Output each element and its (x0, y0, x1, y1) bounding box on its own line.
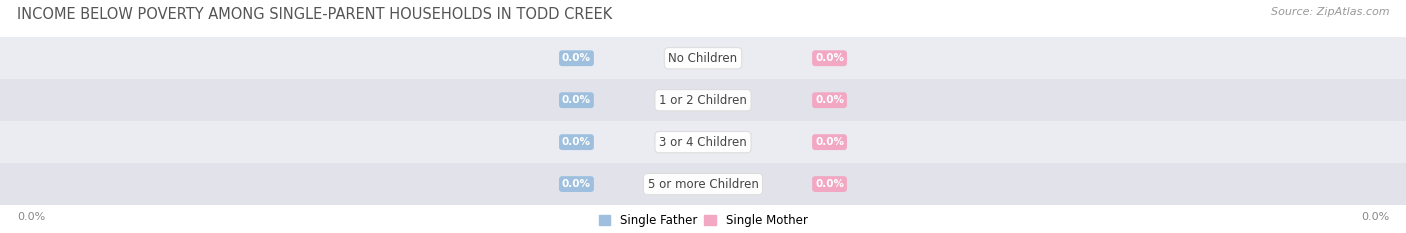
Bar (0, 37, 1406, 79)
Text: 0.0%: 0.0% (815, 53, 844, 63)
Text: Source: ZipAtlas.com: Source: ZipAtlas.com (1271, 7, 1389, 17)
Legend: Single Father, Single Mother: Single Father, Single Mother (599, 214, 807, 227)
Text: 0.0%: 0.0% (815, 95, 844, 105)
Bar (0, 163, 1406, 205)
Text: INCOME BELOW POVERTY AMONG SINGLE-PARENT HOUSEHOLDS IN TODD CREEK: INCOME BELOW POVERTY AMONG SINGLE-PARENT… (17, 7, 612, 22)
Text: 5 or more Children: 5 or more Children (648, 178, 758, 191)
Text: 0.0%: 0.0% (17, 212, 45, 222)
Text: 0.0%: 0.0% (815, 179, 844, 189)
Text: 0.0%: 0.0% (562, 53, 591, 63)
Text: 0.0%: 0.0% (1361, 212, 1389, 222)
Text: 0.0%: 0.0% (562, 137, 591, 147)
Text: 0.0%: 0.0% (562, 179, 591, 189)
Text: 3 or 4 Children: 3 or 4 Children (659, 136, 747, 149)
Text: No Children: No Children (668, 52, 738, 65)
Bar (0, 121, 1406, 163)
Text: 0.0%: 0.0% (562, 95, 591, 105)
Text: 1 or 2 Children: 1 or 2 Children (659, 94, 747, 107)
Text: 0.0%: 0.0% (815, 137, 844, 147)
Bar (0, 79, 1406, 121)
